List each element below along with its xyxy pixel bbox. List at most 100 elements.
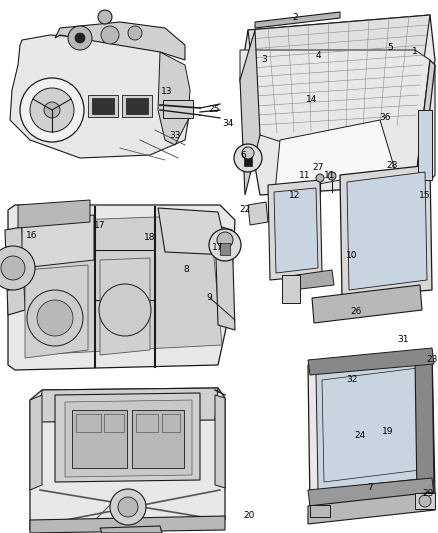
Text: 22: 22	[240, 206, 251, 214]
Circle shape	[128, 26, 142, 40]
Bar	[310, 505, 330, 517]
Polygon shape	[415, 65, 435, 200]
Polygon shape	[240, 50, 430, 185]
Text: 33: 33	[169, 131, 181, 140]
Text: 4: 4	[315, 51, 321, 60]
Polygon shape	[55, 22, 185, 60]
Circle shape	[118, 497, 138, 517]
Polygon shape	[8, 205, 235, 370]
Polygon shape	[347, 172, 427, 290]
Text: 28: 28	[386, 160, 398, 169]
Polygon shape	[240, 30, 260, 195]
Text: 11: 11	[324, 171, 336, 180]
Text: 31: 31	[397, 335, 409, 344]
Text: 13: 13	[161, 87, 173, 96]
Polygon shape	[248, 15, 430, 135]
Polygon shape	[308, 350, 435, 508]
Polygon shape	[308, 492, 435, 524]
Polygon shape	[30, 516, 225, 533]
Circle shape	[68, 26, 92, 50]
Circle shape	[242, 147, 254, 159]
Text: 10: 10	[346, 251, 358, 260]
Polygon shape	[274, 188, 318, 273]
Text: 34: 34	[223, 118, 234, 127]
Bar	[282, 275, 300, 303]
Bar	[136, 414, 158, 432]
Bar	[132, 410, 184, 468]
Polygon shape	[308, 348, 434, 375]
Polygon shape	[22, 215, 94, 268]
Polygon shape	[244, 156, 252, 166]
Circle shape	[37, 300, 73, 336]
Text: 7: 7	[367, 483, 373, 492]
Polygon shape	[158, 208, 228, 255]
Circle shape	[1, 256, 25, 280]
Polygon shape	[220, 243, 230, 255]
Text: 27: 27	[312, 164, 324, 173]
Circle shape	[316, 174, 324, 182]
Polygon shape	[275, 120, 395, 192]
Polygon shape	[158, 52, 190, 145]
Polygon shape	[255, 12, 340, 28]
Text: 19: 19	[382, 427, 394, 437]
Polygon shape	[340, 165, 432, 298]
Text: 18: 18	[144, 233, 156, 243]
Bar	[162, 414, 180, 432]
Polygon shape	[415, 350, 434, 497]
Bar	[126, 98, 148, 114]
Polygon shape	[30, 388, 225, 532]
Polygon shape	[10, 35, 190, 158]
Polygon shape	[30, 395, 42, 490]
Text: 29: 29	[422, 489, 434, 498]
Text: 15: 15	[419, 190, 431, 199]
Text: 25: 25	[208, 106, 220, 115]
Polygon shape	[65, 400, 192, 477]
Text: 2: 2	[292, 13, 298, 22]
Text: 5: 5	[387, 43, 393, 52]
Text: 12: 12	[290, 190, 301, 199]
Circle shape	[328, 172, 336, 180]
Polygon shape	[415, 60, 435, 195]
Text: 3: 3	[261, 55, 267, 64]
Bar	[122, 95, 152, 117]
Bar	[163, 100, 193, 118]
Circle shape	[0, 246, 35, 290]
Polygon shape	[40, 388, 218, 422]
Circle shape	[44, 102, 60, 118]
Circle shape	[110, 489, 146, 525]
Text: 26: 26	[350, 308, 362, 317]
Polygon shape	[312, 285, 422, 323]
Bar	[92, 98, 114, 114]
Polygon shape	[215, 225, 235, 330]
Polygon shape	[100, 258, 150, 355]
Circle shape	[98, 10, 112, 24]
Circle shape	[419, 495, 431, 507]
Circle shape	[99, 284, 151, 336]
Text: 9: 9	[206, 294, 212, 303]
Bar	[88, 95, 118, 117]
Circle shape	[234, 144, 262, 172]
Polygon shape	[268, 180, 322, 280]
Polygon shape	[248, 202, 268, 225]
Bar	[72, 410, 127, 468]
Text: 36: 36	[379, 114, 391, 123]
Bar	[415, 493, 435, 509]
Circle shape	[27, 290, 83, 346]
Circle shape	[20, 78, 84, 142]
Text: 20: 20	[244, 512, 254, 521]
Circle shape	[75, 33, 85, 43]
Text: 14: 14	[306, 95, 318, 104]
Bar	[104, 414, 124, 432]
Polygon shape	[25, 265, 88, 358]
Polygon shape	[22, 215, 222, 355]
Circle shape	[30, 88, 74, 132]
Bar	[76, 414, 101, 432]
Text: 23: 23	[426, 356, 438, 365]
Text: 17: 17	[94, 221, 106, 230]
Polygon shape	[316, 360, 428, 490]
Polygon shape	[240, 15, 435, 195]
Bar	[418, 110, 432, 180]
Circle shape	[217, 232, 233, 248]
Text: 1: 1	[412, 47, 418, 56]
Text: 11: 11	[299, 171, 311, 180]
